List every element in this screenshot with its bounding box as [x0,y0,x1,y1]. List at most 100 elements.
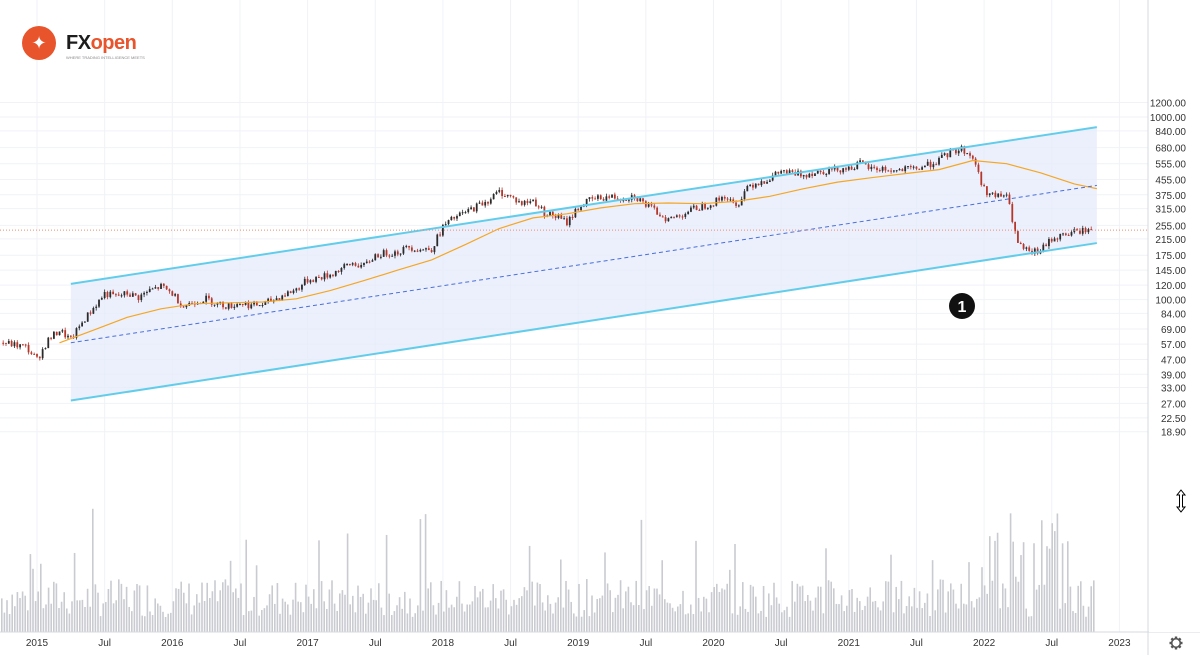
volume-bar [534,605,536,632]
volume-bar [716,583,718,632]
annotation-marker-1: 1 [949,293,975,319]
volume-bar [999,608,1001,632]
candle-body [709,205,712,208]
volume-bar [765,616,767,632]
volume-bars [1,508,1095,632]
volume-bar [263,608,266,632]
volume-bar [911,606,913,632]
volume-bar [991,580,994,632]
candle-body [845,168,847,170]
volume-bar [229,560,232,632]
volume-bar [227,585,229,632]
candle-body [210,298,213,305]
volume-bar [1015,576,1017,632]
candle-body [396,251,399,255]
volume-bar [110,580,112,632]
volume-bar [1051,523,1053,632]
candle-body [768,180,771,182]
volume-bar [398,597,401,632]
candle-body [864,162,867,165]
price-axis-label: 22.50 [1161,414,1186,425]
volume-bar [313,589,315,632]
volume-bar [796,583,799,632]
volume-bar [258,615,260,632]
volume-bar [261,610,263,632]
volume-bar [1035,589,1038,632]
volume-bar [983,585,986,632]
candle-body [977,164,980,172]
volume-bar [687,613,689,632]
gear-icon[interactable] [1169,636,1183,650]
price-axis-label: 39.00 [1161,370,1186,381]
volume-bar [872,601,874,632]
volume-bar [848,590,851,632]
candle-body [416,250,419,252]
volume-bar [175,588,177,632]
volume-bar [721,588,723,632]
volume-bar [547,595,549,632]
volume-bar [349,604,351,632]
volume-bar [1012,541,1014,632]
volume-bar [495,598,497,632]
candle-body [405,245,408,247]
volume-bar [755,596,757,632]
volume-bar [1048,548,1051,632]
volume-bar [898,599,900,632]
volume-bar [203,600,206,632]
volume-bar [437,602,440,632]
volume-bar [955,603,957,632]
volume-bar [989,536,991,632]
candle-body [602,199,605,201]
volume-bar [489,600,492,632]
price-axis-label: 84.00 [1161,309,1186,320]
volume-bar [206,582,208,632]
volume-bar [775,597,778,632]
volume-bar [918,591,921,632]
candle-body [86,312,89,322]
candle-body [408,245,410,248]
volume-bar [565,580,567,632]
volume-bar [986,593,988,632]
candle-body [168,289,171,292]
volume-bar [240,583,242,632]
candle-body [227,303,230,309]
volume-bar [333,603,336,632]
volume-bar [786,606,788,632]
candle-body [636,197,639,202]
price-axis-label: 175.00 [1155,251,1186,262]
volume-bar [622,608,624,632]
volume-bar [253,596,255,632]
volume-bar [190,614,193,632]
volume-bar [739,606,741,632]
candle-body [856,162,859,170]
volume-bar [391,615,393,632]
volume-bar [94,584,97,632]
price-axis-label: 375.00 [1155,191,1186,202]
candle-body [270,298,272,302]
volume-bar [554,602,557,632]
candle-body [143,292,146,295]
candle-body [749,184,752,186]
candle-body [814,173,816,176]
candle-body [309,280,312,283]
volume-bar [708,612,710,632]
volume-bar [531,581,533,632]
volume-bar [276,583,279,632]
volume-bar [172,601,175,632]
volume-bar [820,586,822,632]
candle-body [647,204,650,207]
volume-bar [674,611,676,632]
candle-body [295,288,298,291]
volume-bar [29,554,32,632]
candle-body [160,283,162,289]
volume-bar [768,593,770,632]
volume-bar [323,601,325,632]
volume-bar [874,600,877,632]
time-axis-label: Jul [369,638,382,649]
volume-bar [370,588,372,632]
volume-bar [1093,580,1095,632]
candle-body [938,157,940,165]
volume-bar [661,560,663,632]
